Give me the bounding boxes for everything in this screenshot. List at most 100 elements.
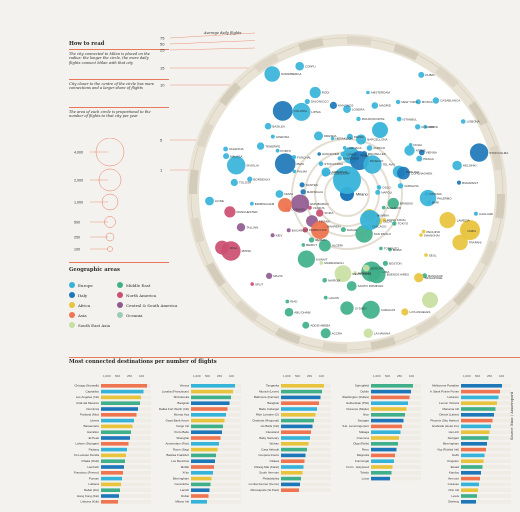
city-label: MIAMI [393,248,402,252]
city-label: BARI [432,201,439,205]
city-bubble [247,176,253,182]
bar-track [461,494,511,498]
axis-tick-label: 100 [409,374,414,378]
city-label: SPLIT [255,282,264,286]
city-bubble [275,148,280,153]
city-bubble [275,190,284,198]
city-bubble [366,90,370,95]
size-legend-circle [107,246,113,252]
city-label: NAPOLI [381,191,392,195]
bar [461,407,496,411]
ring-segment [468,101,488,126]
city-bubble [452,160,462,171]
bar [191,413,226,417]
city-bubble [469,143,489,162]
bar [371,442,398,446]
city-bubble [392,221,397,226]
city-label: COPENAGHEN [411,171,432,175]
bar-category-label: Kunmingal [355,459,370,463]
city-label: BRINDISI [400,202,413,206]
city-label: ALGHERO [387,206,402,210]
city-label: TRAPANI [469,241,482,245]
bar [101,418,134,423]
bar [371,424,402,429]
ring-segment [206,262,226,287]
city-bubble [307,205,312,210]
bar [371,401,408,405]
bar [461,413,494,417]
city-bubble [291,194,310,213]
area-color-swatch [69,322,75,328]
how-to-read-text-1: The city connected to Milan is placed on… [69,52,150,65]
bar-track [461,465,511,469]
bar-track [101,482,151,487]
city-label: BARCELLONA [367,138,387,142]
divider [69,262,169,263]
bar-category-label: Ottawa [269,459,279,463]
bar-track [371,453,421,458]
city-label: DUBAI [425,73,434,77]
radial-flights-chart: LONDRA PARIGI ROMA FRANCOFORTE AMSTERDAM BARC… [187,34,508,354]
bar [191,384,235,388]
city-label: TEL AVIV [383,163,396,167]
city-bubble [323,295,328,300]
bar [191,389,233,394]
bar-category-label: Munich (Lever) [259,389,279,393]
city-label: SANTO DOMINGO [358,284,384,288]
bar [281,424,313,429]
bar [281,488,299,492]
city-bubble [284,307,294,317]
bar [281,401,319,405]
area-legend-label: Middle East [126,282,151,288]
bar [461,424,491,429]
city-label: BANGKOK [428,274,443,278]
bar [101,500,118,504]
bar [191,447,218,452]
city-label: MADRID [379,104,392,108]
city-label: DUBROVNIK [309,228,327,232]
city-label: STOCCOLMA [489,151,508,155]
bar-category-label: Lotus [362,476,370,480]
bar-category-label: Chiang Mai (Karat) [254,465,279,469]
bar [101,471,123,475]
bar [461,418,493,423]
city-bubble [419,189,437,207]
bar-category-label: Melbourne Paradise [432,384,459,388]
bar-track [461,500,511,504]
ring-segment [370,336,396,351]
bar [191,442,219,446]
scale-top-label: Average daily flights [204,31,242,35]
ring-segment [435,66,459,88]
bar-track [101,459,151,463]
city-bubble [424,253,428,257]
bar [281,476,301,481]
bar-category-label: Kö Lookout Florida [74,453,100,457]
city-label: NORIMBERGA [281,72,302,76]
city-label: PRAGA [423,157,434,161]
area-legend-item: North America [117,292,156,298]
axis-tick-label: 100 [229,374,234,378]
city-bubble [343,105,351,113]
bar-category-label: Birmingham [173,476,190,480]
bar [191,488,210,492]
city-bubble [333,166,361,194]
bar [461,494,477,498]
bar-category-label: Baby Santuary [259,436,279,440]
divider [69,79,169,80]
scale-value: 10 [160,82,165,87]
city-bubble [375,189,381,195]
bar-category-label: Wuhan [270,442,280,446]
city-bubble [342,146,347,150]
ring-segment [347,36,372,46]
bar [371,459,394,463]
bar [281,395,321,400]
city-label: MARRAKECH [324,261,343,265]
bar [461,465,483,469]
city-bubble [301,243,306,247]
bar-category-label: Capitalbot [85,389,99,393]
bar-category-label: Springfield [355,384,370,388]
city-bubble [439,212,456,229]
bar [101,488,120,492]
city-bubble [309,86,321,99]
bar-category-label: Moffat [181,465,189,469]
